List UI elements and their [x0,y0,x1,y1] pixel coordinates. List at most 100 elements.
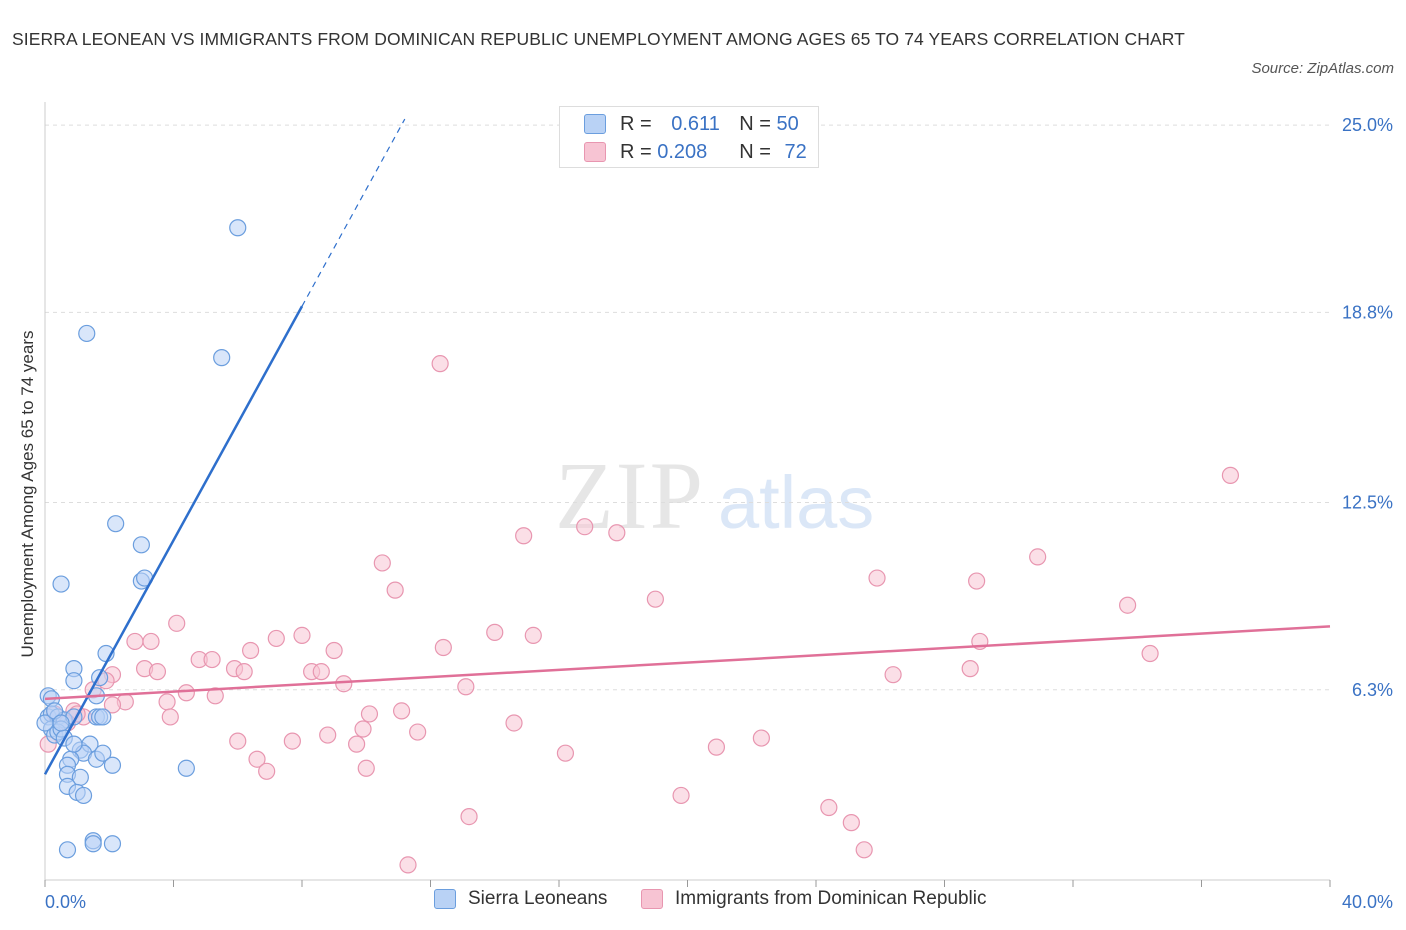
series-legend-sierra-leoneans: Sierra Leoneans [434,888,607,910]
legend-n-label: N = [739,140,777,163]
dominican-point [842,814,860,832]
dominican-point [646,590,664,608]
sierra-leonean-point [229,219,247,237]
dominican-point [267,629,285,648]
dominican-point [360,705,379,723]
trend-lines [43,118,1331,775]
legend-r-value: 0.208 [657,140,708,163]
dominican-point [126,632,144,651]
sierra-leonean-point [52,714,70,732]
watermark-zip: ZIP [555,442,705,549]
legend-row-sierra-leonean: R = 0.611 N = 50 [584,112,799,136]
y-axis-label: Unemployment Among Ages 65 to 74 years [18,331,37,658]
series-legend-label: Sierra Leoneans [468,888,608,909]
sierra-leonean-point [94,744,112,762]
chart-title: SIERRA LEONEAN VS IMMIGRANTS FROM DOMINI… [12,29,1185,49]
dominican-point [524,626,542,645]
dominican-point [348,735,366,753]
dominican-point [505,714,523,732]
dominican-point [409,723,427,741]
legend-n-value: 50 [776,112,799,135]
dominican-point [258,762,276,780]
dominican-point [672,786,690,805]
dominican-points [39,355,1240,874]
dominican-point [335,675,353,693]
sierra-leonean-point [132,536,150,554]
sierra-leonean-point [52,575,70,593]
legend-r-label: R = [620,112,658,135]
sierra-leonean-point [84,835,102,853]
dominican-point [357,759,375,777]
dominican-point [1221,466,1240,484]
dominican-point [1141,644,1159,663]
y-tick-label: 6.3% [1352,680,1393,700]
sierra-leonean-point [177,759,195,777]
dominican-point [707,738,726,756]
sierra-leonean-trend-extension [301,118,406,307]
legend-swatch-blue [584,114,606,134]
dominican-point [486,623,504,641]
dominican-point [961,660,979,678]
y-tick-label: 25.0% [1342,115,1393,135]
legend-n-value: 72 [784,140,807,163]
y-tick-label: 18.8% [1342,302,1393,322]
sierra-leonean-point [65,672,83,690]
dominican-point [168,614,186,632]
x-tick-label: 40.0% [1342,892,1393,912]
dominican-point [161,708,179,726]
dominican-point [177,684,195,702]
x-tick-label: 0.0% [45,892,86,912]
dominican-point [392,702,411,720]
y-tick-labels: 6.3% 12.5% 18.8% 25.0% [1342,115,1393,700]
dominican-point [884,666,902,684]
dominican-point [431,355,449,373]
series-swatch-blue [434,889,456,909]
sierra-leonean-point [65,735,83,753]
dominican-point [203,650,221,669]
dominican-point [142,632,160,651]
dominican-point [434,638,452,657]
dominican-point [868,569,886,587]
dominican-point [319,726,337,744]
y-tick-label: 12.5% [1342,493,1393,513]
series-swatch-pink [641,889,663,909]
dominican-point [354,720,372,738]
dominican-point [515,527,533,545]
dominican-point [1029,548,1047,566]
dominican-point [206,687,224,705]
dominican-point [293,626,311,645]
dominican-point [386,581,404,599]
dominican-point [148,663,167,681]
dominican-point [312,663,330,681]
dominican-point [283,732,301,750]
sierra-leonean-point [103,756,122,774]
sierra-leonean-point [78,324,96,343]
series-legend-label: Immigrants from Dominican Republic [675,888,987,909]
source-label: Source: ZipAtlas.com [1251,60,1394,77]
gridlines [45,124,1330,691]
sierra-leonean-point [74,786,93,805]
x-tick-labels: 0.0% 40.0% [45,892,1393,912]
sierra-leonean-point [58,841,77,859]
dominican-point [752,729,770,747]
legend-r-label: R = [620,140,658,163]
dominican-point [242,641,260,660]
dominican-point [820,798,838,817]
legend-row-dominican: R = 0.208 N = 72 [584,140,807,164]
dominican-point [576,518,594,536]
dominican-point [399,856,417,874]
dominican-point [460,807,478,826]
dominican-point [1119,596,1137,614]
legend-r-value: 0.611 [671,112,720,135]
dominican-trend-line [44,625,1331,701]
dominican-point [373,554,391,572]
series-legend-dominican: Immigrants from Dominican Republic [641,888,987,910]
dominican-point [235,663,253,681]
dominican-point [103,696,122,714]
dominican-point [158,693,176,711]
sierra-leonean-point [213,349,231,367]
dominican-point [457,678,475,696]
correlation-legend: R = 0.611 N = 50 R = 0.208 N = 72 [559,106,819,168]
dominican-point [855,841,873,859]
